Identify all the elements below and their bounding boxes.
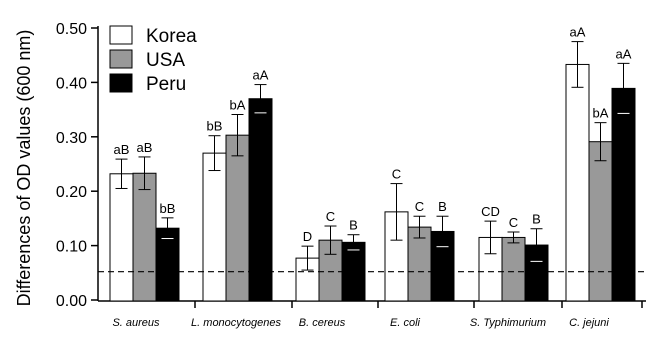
category-label: S. Typhimurium xyxy=(470,317,546,329)
bar xyxy=(565,63,590,302)
bar-annotation: aA xyxy=(616,46,632,61)
legend-label: Peru xyxy=(146,74,186,95)
y-tick-label: 0.30 xyxy=(56,130,87,147)
legend-swatch xyxy=(109,73,133,93)
plot-area: 0.00 0.10 0.20 0.30 0.40 0.50 aB aB bB S. aureus b… xyxy=(56,21,646,329)
y-tick-label: 0.00 xyxy=(56,293,87,310)
bar-annotation: C xyxy=(326,209,335,224)
category-label: S. aureus xyxy=(112,317,160,329)
legend-label: USA xyxy=(146,50,185,71)
y-tick-label: 0.10 xyxy=(56,239,87,256)
bar-annotation: bA xyxy=(230,97,246,112)
legend-swatch xyxy=(109,49,133,69)
category-label: L. monocytogenes xyxy=(191,317,281,329)
bar-annotation: bA xyxy=(593,106,609,121)
y-axis-label: Differences of OD values (600 nm) xyxy=(14,30,34,307)
bar-annotation: C xyxy=(509,215,518,230)
bar xyxy=(155,227,180,302)
bar xyxy=(588,141,613,302)
bar xyxy=(132,172,157,302)
bar-annotation: CD xyxy=(481,204,500,219)
bar-annotation: C xyxy=(415,199,424,214)
bar-annotation: aA xyxy=(570,25,586,40)
y-tick-label: 0.40 xyxy=(56,75,87,92)
bar-annotation: C xyxy=(392,167,401,182)
bar-annotation: bB xyxy=(160,201,176,216)
bar xyxy=(611,87,636,302)
category-label: E. coli xyxy=(390,317,421,329)
bar-annotation: bB xyxy=(207,119,223,134)
bar-annotation: B xyxy=(349,218,358,233)
bar xyxy=(225,134,250,302)
bar-annotation: B xyxy=(438,199,447,214)
legend-swatch xyxy=(109,25,133,45)
bar-annotation: aA xyxy=(253,68,269,83)
category-label: C. jejuni xyxy=(569,317,609,329)
y-tick-label: 0.20 xyxy=(56,184,87,201)
bar xyxy=(109,173,134,302)
bar xyxy=(202,152,227,302)
bar-annotation: D xyxy=(303,229,312,244)
category-label: B. cereus xyxy=(299,317,346,329)
legend: Korea USA Peru xyxy=(109,25,197,95)
legend-label: Korea xyxy=(146,26,197,47)
bar-annotation: aB xyxy=(114,142,130,157)
bar xyxy=(501,236,526,302)
bar-annotation: B xyxy=(532,212,541,227)
bar-annotation: aB xyxy=(137,140,153,155)
bar xyxy=(248,98,273,302)
y-tick-label: 0.50 xyxy=(56,21,87,38)
